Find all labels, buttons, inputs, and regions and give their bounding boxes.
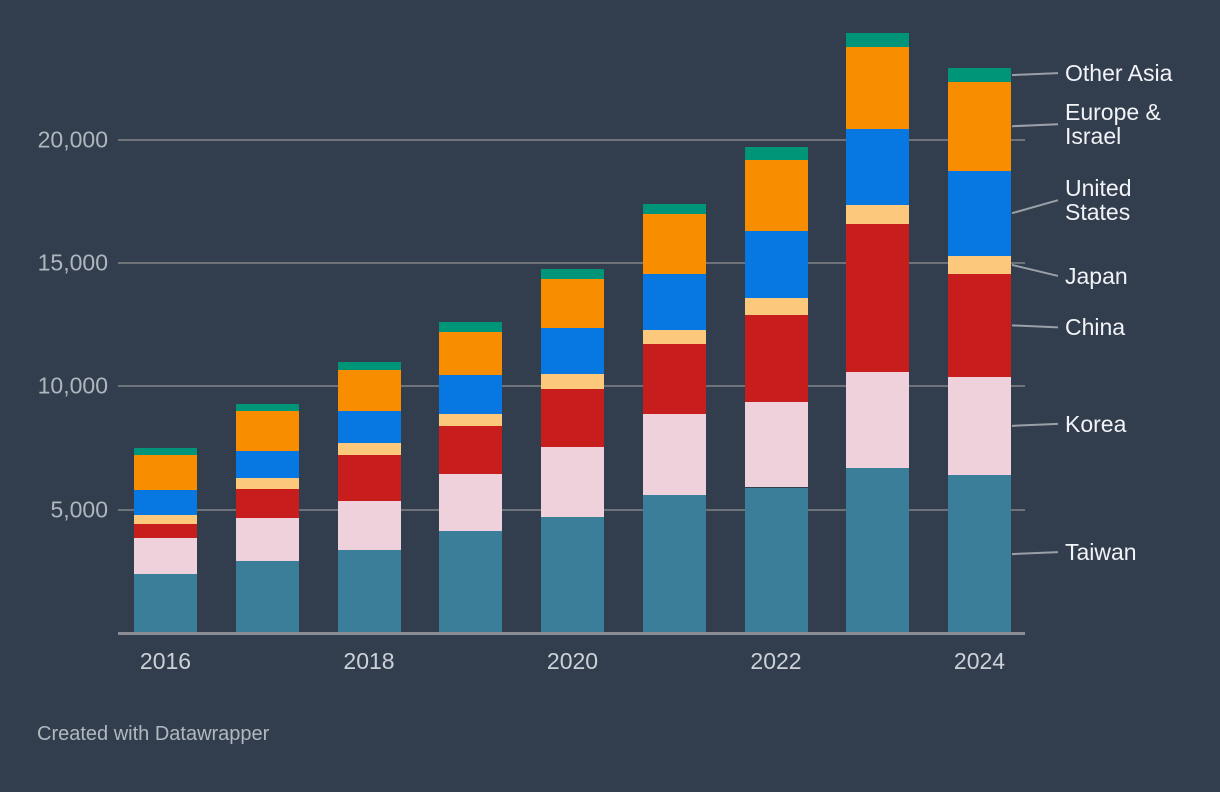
bar-segment-2017-other-asia bbox=[235, 403, 299, 412]
bar-segment-2023-united-states bbox=[846, 128, 910, 206]
bar-segment-2023-europe-israel bbox=[846, 47, 910, 129]
bar-segment-2022-china bbox=[744, 314, 808, 403]
bar-segment-2018-korea bbox=[337, 501, 401, 551]
gridline-15000 bbox=[118, 262, 1025, 265]
bar-segment-2018-europe-israel bbox=[337, 370, 401, 412]
bar-segment-2022-europe-israel bbox=[744, 159, 808, 232]
bar-segment-2021-korea bbox=[642, 413, 706, 495]
bar-segment-2023-korea bbox=[846, 371, 910, 468]
leader-line-europe-israel bbox=[1011, 123, 1059, 128]
gridline-20000 bbox=[118, 138, 1025, 141]
y-tick-label: 20,000 bbox=[37, 126, 108, 153]
bar-segment-2018-united-states bbox=[337, 411, 401, 444]
bar-segment-2021-taiwan bbox=[642, 494, 706, 633]
bar-segment-2022-united-states bbox=[744, 231, 808, 298]
x-axis-line bbox=[118, 632, 1025, 635]
y-tick-label: 15,000 bbox=[37, 249, 108, 276]
leader-line-korea bbox=[1011, 422, 1059, 427]
bar-segment-2016-china bbox=[134, 524, 197, 539]
bar-segment-2021-china bbox=[642, 344, 706, 414]
bar-segment-2023-other-asia bbox=[846, 33, 910, 48]
bar-segment-2020-other-asia bbox=[541, 269, 604, 280]
bar-segment-2018-japan bbox=[337, 443, 401, 456]
bar-segment-2017-united-states bbox=[235, 450, 299, 478]
bar-segment-2022-japan bbox=[744, 297, 808, 315]
bar-segment-2017-europe-israel bbox=[235, 411, 299, 451]
bar-segment-2016-europe-israel bbox=[134, 455, 197, 490]
bar-segment-2017-china bbox=[235, 488, 299, 519]
bar-segment-2019-china bbox=[439, 425, 503, 474]
bar-segment-2023-china bbox=[846, 223, 910, 372]
bar-segment-2020-korea bbox=[541, 446, 604, 518]
bar-segment-2020-china bbox=[541, 388, 604, 447]
bar-segment-2024-taiwan bbox=[948, 475, 1011, 633]
bar-segment-2017-korea bbox=[235, 518, 299, 562]
bar-segment-2024-other-asia bbox=[948, 68, 1011, 82]
legend-label-china: China bbox=[1065, 314, 1126, 341]
bar-segment-2016-taiwan bbox=[134, 573, 197, 633]
bar-segment-2019-other-asia bbox=[439, 322, 503, 333]
bar-segment-2023-taiwan bbox=[846, 467, 910, 633]
bar-segment-2020-taiwan bbox=[541, 517, 604, 633]
leader-line-japan bbox=[1011, 263, 1059, 277]
bar-segment-2019-japan bbox=[439, 413, 503, 426]
chart-credit: Created with Datawrapper bbox=[37, 723, 270, 745]
bar-segment-2016-other-asia bbox=[134, 448, 197, 456]
bar-segment-2016-korea bbox=[134, 538, 197, 574]
bar-segment-2018-china bbox=[337, 455, 401, 502]
leader-line-china bbox=[1011, 324, 1059, 329]
bar-segment-2019-korea bbox=[439, 473, 503, 531]
bar-segment-2022-other-asia bbox=[744, 147, 808, 160]
bar-segment-2024-japan bbox=[948, 255, 1011, 275]
bar-segment-2021-united-states bbox=[642, 274, 706, 330]
bar-segment-2019-taiwan bbox=[439, 530, 503, 633]
leader-line-united-states bbox=[1011, 199, 1059, 215]
bar-segment-2024-china bbox=[948, 274, 1011, 377]
x-tick-label-2020: 2020 bbox=[546, 648, 599, 674]
x-tick-label-2016: 2016 bbox=[139, 648, 192, 674]
bar-segment-2020-japan bbox=[541, 374, 604, 389]
bar-segment-2024-europe-israel bbox=[948, 81, 1011, 171]
bar-segment-2017-japan bbox=[235, 477, 299, 489]
legend-label-europe-israel: Europe & Israel bbox=[1065, 99, 1161, 150]
x-tick-label-2018: 2018 bbox=[343, 648, 395, 674]
legend-label-taiwan: Taiwan bbox=[1065, 539, 1137, 566]
bar-segment-2019-united-states bbox=[439, 375, 503, 414]
bar-segment-2019-europe-israel bbox=[439, 332, 503, 376]
bar-segment-2022-korea bbox=[744, 402, 808, 488]
bar-segment-2024-korea bbox=[948, 376, 1011, 476]
legend-label-united-states: United States bbox=[1065, 175, 1132, 226]
bar-segment-2022-taiwan bbox=[744, 487, 808, 633]
leader-line-other-asia bbox=[1011, 72, 1059, 77]
leader-line-taiwan bbox=[1011, 551, 1059, 556]
y-tick-label: 5,000 bbox=[50, 496, 108, 523]
bar-segment-2016-united-states bbox=[134, 489, 197, 515]
bar-segment-2024-united-states bbox=[948, 170, 1011, 256]
bar-segment-2023-japan bbox=[846, 205, 910, 224]
bar-segment-2018-taiwan bbox=[337, 550, 401, 633]
bar-segment-2020-europe-israel bbox=[541, 279, 604, 329]
bar-segment-2021-other-asia bbox=[642, 203, 706, 214]
bar-segment-2020-united-states bbox=[541, 328, 604, 375]
bar-segment-2017-taiwan bbox=[235, 561, 299, 633]
legend-label-japan: Japan bbox=[1065, 262, 1128, 289]
legend-label-other-asia: Other Asia bbox=[1065, 60, 1173, 87]
x-tick-label-2024: 2024 bbox=[953, 648, 1006, 674]
y-tick-label: 10,000 bbox=[37, 372, 108, 399]
bar-segment-2021-europe-israel bbox=[642, 213, 706, 275]
x-tick-label-2022: 2022 bbox=[750, 648, 802, 674]
bar-segment-2016-japan bbox=[134, 514, 197, 525]
bar-segment-2021-japan bbox=[642, 329, 706, 345]
legend-label-korea: Korea bbox=[1065, 410, 1127, 437]
bar-segment-2018-other-asia bbox=[337, 361, 401, 371]
